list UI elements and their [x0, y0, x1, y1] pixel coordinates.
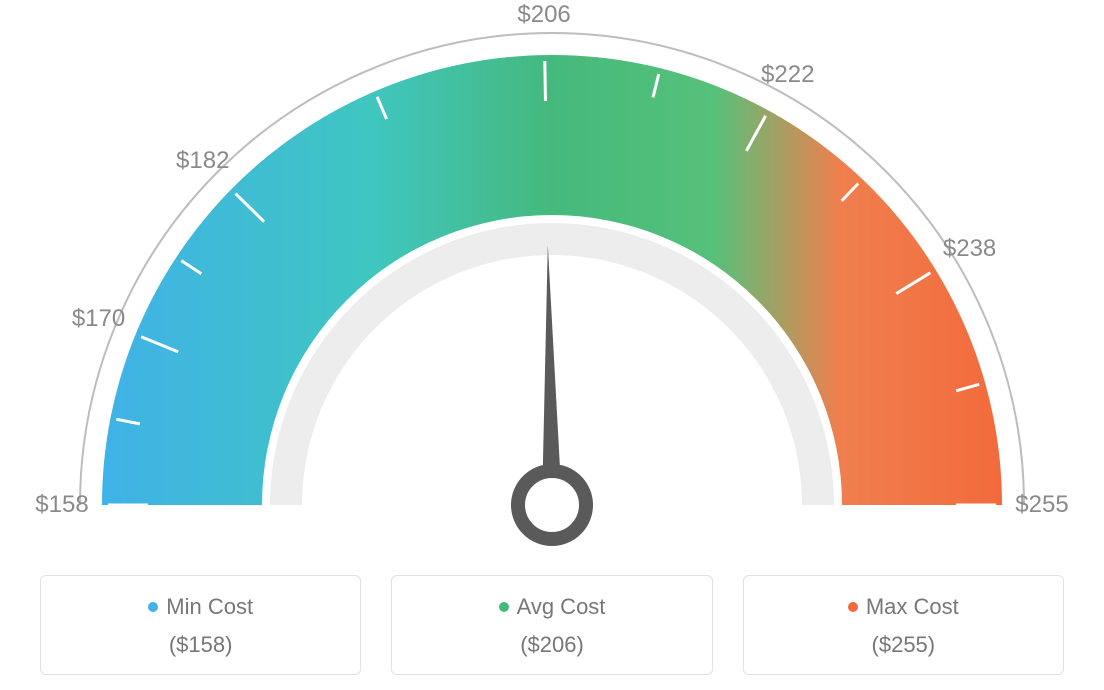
gauge-tick-label: $255 [1015, 491, 1068, 519]
legend-label-min: Min Cost [166, 594, 253, 620]
legend-value-avg: ($206) [392, 632, 711, 658]
chart-container: $158 $170 $182 $206 $222 $238 $255 Min Cost ($… [0, 0, 1104, 690]
gauge-tick-label: $182 [176, 147, 229, 175]
legend-dot-max [848, 602, 858, 612]
legend-label-max: Max Cost [866, 594, 959, 620]
gauge-tick-label: $158 [35, 491, 88, 519]
legend-value-max: ($255) [744, 632, 1063, 658]
gauge-tick-label: $238 [943, 235, 996, 263]
legend-dot-avg [499, 602, 509, 612]
gauge-chart: $158 $170 $182 $206 $222 $238 $255 [0, 0, 1104, 560]
legend-value-min: ($158) [41, 632, 360, 658]
legend-card-max: Max Cost ($255) [743, 575, 1064, 675]
legend-card-avg: Avg Cost ($206) [391, 575, 712, 675]
gauge-tick-label: $206 [517, 1, 570, 29]
gauge-tick-label: $222 [761, 61, 814, 89]
legend-label-avg: Avg Cost [517, 594, 606, 620]
legend-row: Min Cost ($158) Avg Cost ($206) Max Cost… [40, 575, 1064, 675]
legend-dot-min [148, 602, 158, 612]
gauge-tick-label: $170 [72, 305, 125, 333]
legend-card-min: Min Cost ($158) [40, 575, 361, 675]
